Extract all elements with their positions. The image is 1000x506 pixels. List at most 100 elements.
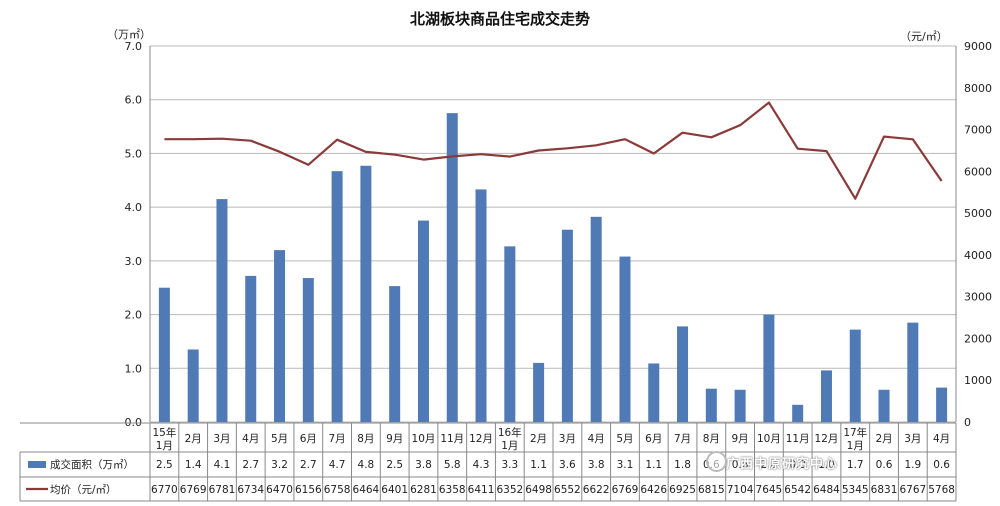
category-label: 6月 — [300, 433, 317, 445]
category-label: 11月 — [440, 433, 464, 445]
area-value: 4.8 — [358, 459, 375, 471]
price-value: 6484 — [813, 484, 840, 496]
bar — [216, 199, 228, 422]
bar — [187, 349, 199, 422]
price-value: 6352 — [496, 484, 523, 496]
category-label: 7月 — [674, 433, 691, 445]
area-value: 1.9 — [904, 459, 921, 471]
bar — [389, 286, 401, 422]
area-value: 0.6 — [876, 459, 893, 471]
bar — [504, 246, 516, 422]
area-value: 2.5 — [156, 459, 173, 471]
bar — [907, 322, 919, 422]
bar — [590, 216, 602, 422]
area-value: 2.5 — [386, 459, 403, 471]
price-line — [164, 101, 943, 200]
right-tick-label: 7000 — [964, 124, 992, 137]
bar — [561, 229, 573, 422]
bar — [274, 250, 286, 422]
left-tick-label: 7.0 — [125, 40, 143, 53]
bar — [677, 326, 689, 422]
area-value: 3.8 — [588, 459, 605, 471]
left-tick-label: 2.0 — [125, 309, 143, 322]
right-tick-label: 3000 — [964, 291, 992, 304]
category-label: 9月 — [732, 433, 749, 445]
category-label: 6月 — [645, 433, 662, 445]
area-value: 1.8 — [674, 459, 691, 471]
price-value: 7104 — [727, 484, 754, 496]
bar — [849, 329, 861, 422]
price-value: 6498 — [525, 484, 552, 496]
right-tick-label: 1000 — [964, 374, 992, 387]
area-value: 2.7 — [242, 459, 259, 471]
left-tick-label: 5.0 — [125, 147, 143, 160]
price-value: 6401 — [381, 484, 408, 496]
category-label: 4月 — [933, 433, 950, 445]
right-tick-label: 2000 — [964, 332, 992, 345]
category-label: 9月 — [386, 433, 403, 445]
category-label: 5月 — [271, 433, 288, 445]
bar — [417, 220, 429, 422]
category-label: 8月 — [703, 433, 720, 445]
category-label: 2月 — [875, 433, 892, 445]
price-value: 6622 — [583, 484, 610, 496]
right-tick-label: 6000 — [964, 165, 992, 178]
left-tick-label: 6.0 — [125, 94, 143, 107]
price-value: 6769 — [180, 484, 207, 496]
right-tick-label: 4000 — [964, 249, 992, 262]
category-label: 16年 — [498, 426, 522, 439]
category-label: 10月 — [412, 433, 436, 445]
category-label: 1月 — [847, 440, 864, 452]
bar — [360, 165, 372, 423]
category-label: 4月 — [242, 433, 259, 445]
bar — [648, 363, 660, 422]
bar — [158, 287, 170, 422]
area-value: 4.3 — [473, 459, 490, 471]
left-tick-label: 4.0 — [125, 201, 143, 214]
bar — [705, 388, 717, 422]
category-label: 1月 — [156, 440, 173, 452]
left-axis-unit: （万㎡） — [107, 28, 151, 41]
area-value: 5.8 — [444, 459, 461, 471]
area-value: 1.1 — [645, 459, 662, 471]
area-value: 4.1 — [214, 459, 231, 471]
price-value: 6770 — [151, 484, 178, 496]
right-tick-label: 5000 — [964, 207, 992, 220]
area-value: 0.6 — [933, 459, 950, 471]
legend-line-label: 均价（元/㎡） — [50, 484, 117, 496]
wechat-icon — [706, 451, 727, 472]
left-tick-label: 3.0 — [125, 255, 143, 268]
area-value: 3.2 — [271, 459, 288, 471]
area-value: 1.0 — [818, 459, 835, 471]
legend-bar-label: 成交面积（万㎡） — [50, 458, 134, 471]
price-value: 5345 — [842, 484, 869, 496]
bar — [619, 256, 631, 422]
price-value: 6542 — [784, 484, 811, 496]
area-value: 3.3 — [501, 459, 518, 471]
right-tick-label: 9000 — [964, 40, 992, 53]
bar — [446, 113, 458, 423]
price-value: 7645 — [756, 484, 783, 496]
bar — [936, 387, 948, 422]
bar — [533, 362, 545, 422]
watermark-text: 广西中原研究中心 — [726, 457, 839, 472]
area-value: 3.1 — [617, 459, 634, 471]
left-tick-label: 1.0 — [125, 362, 143, 375]
price-value: 6925 — [669, 484, 696, 496]
price-value: 6426 — [640, 484, 667, 496]
category-label: 11月 — [786, 433, 810, 445]
category-label: 3月 — [559, 433, 576, 445]
category-label: 10月 — [757, 433, 781, 445]
area-value: 1.4 — [185, 459, 202, 471]
price-value: 6156 — [295, 484, 322, 496]
category-label: 12月 — [815, 433, 839, 445]
bar — [734, 389, 746, 422]
right-tick-label: 8000 — [964, 82, 992, 95]
area-value: 1.7 — [847, 459, 864, 471]
area-value: 0.3 — [789, 459, 806, 471]
chart-title: 北湖板块商品住宅成交走势 — [409, 10, 590, 28]
category-label: 12月 — [469, 433, 493, 445]
price-value: 6281 — [410, 484, 437, 496]
category-label: 15年 — [152, 426, 176, 439]
